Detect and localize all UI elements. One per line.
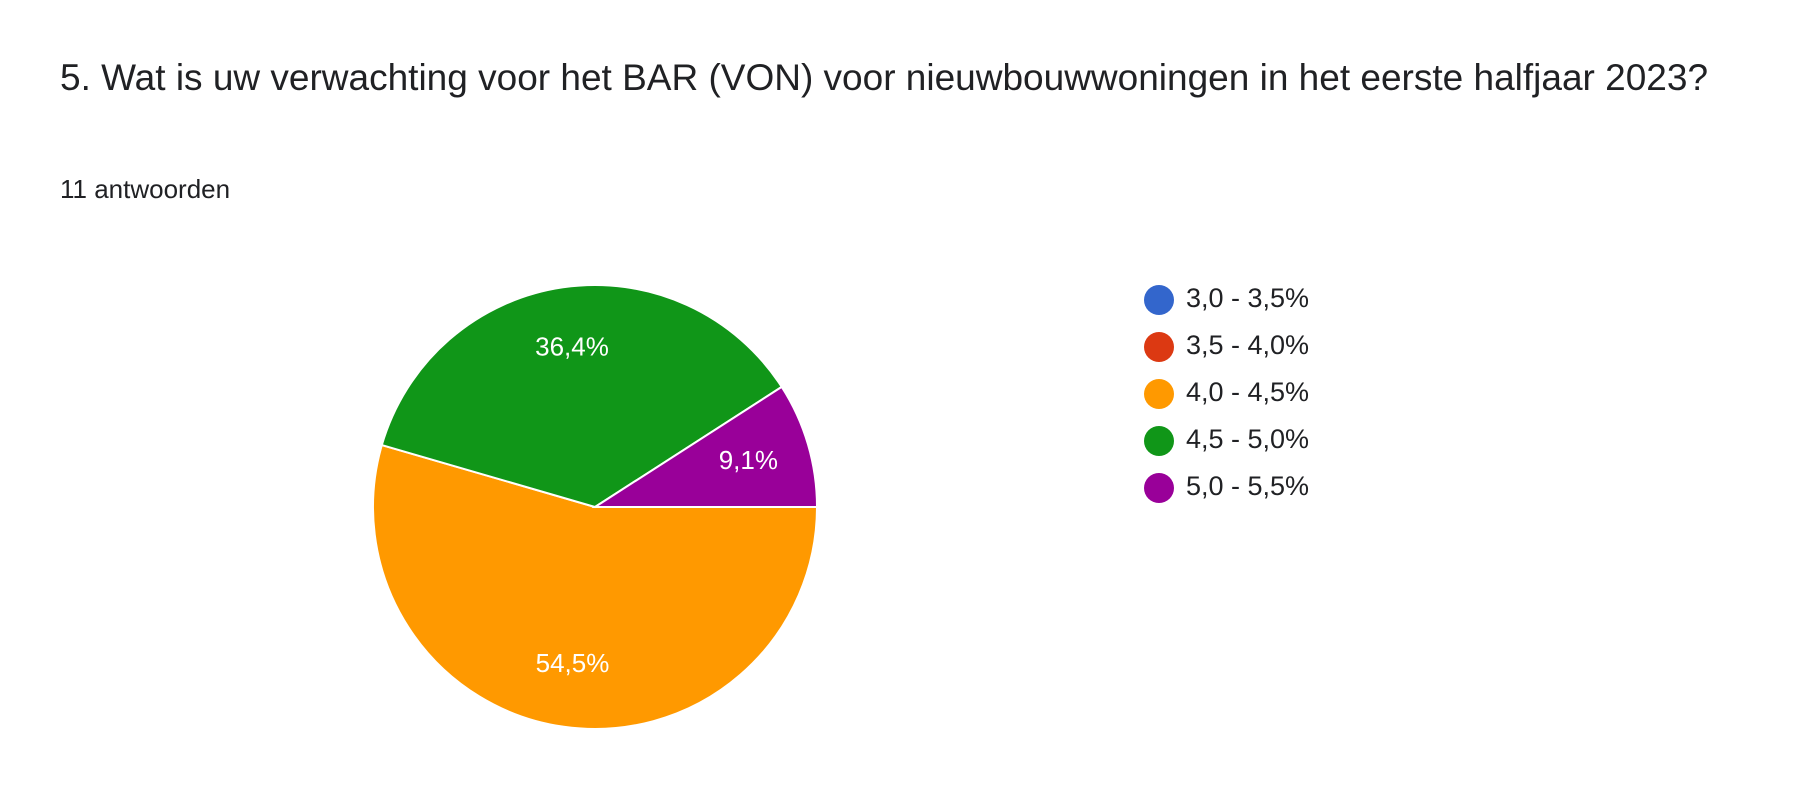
legend-marker: [1144, 379, 1174, 409]
legend-label: 5,0 - 5,5%: [1186, 471, 1309, 501]
legend-marker: [1144, 426, 1174, 456]
pie-slice: [380, 284, 784, 509]
chart-subtitle: 11 antwoorden: [60, 174, 231, 204]
legend-marker: [1144, 473, 1174, 503]
chart-title: 5. Wat is uw verwachting voor het BAR (V…: [60, 57, 1709, 98]
legend-marker: [1144, 332, 1174, 362]
pie-slice: [591, 385, 819, 508]
legend-label: 3,0 - 3,5%: [1186, 283, 1309, 313]
slice-label: 36,4%: [535, 332, 609, 362]
legend-marker: [1144, 285, 1174, 315]
pie-slice: [372, 443, 819, 730]
legend-label: 4,5 - 5,0%: [1186, 424, 1309, 454]
legend-label: 4,0 - 4,5%: [1186, 377, 1309, 407]
slice-label: 9,1%: [719, 445, 778, 475]
legend-label: 3,5 - 4,0%: [1186, 330, 1309, 360]
slice-label: 54,5%: [536, 648, 610, 678]
